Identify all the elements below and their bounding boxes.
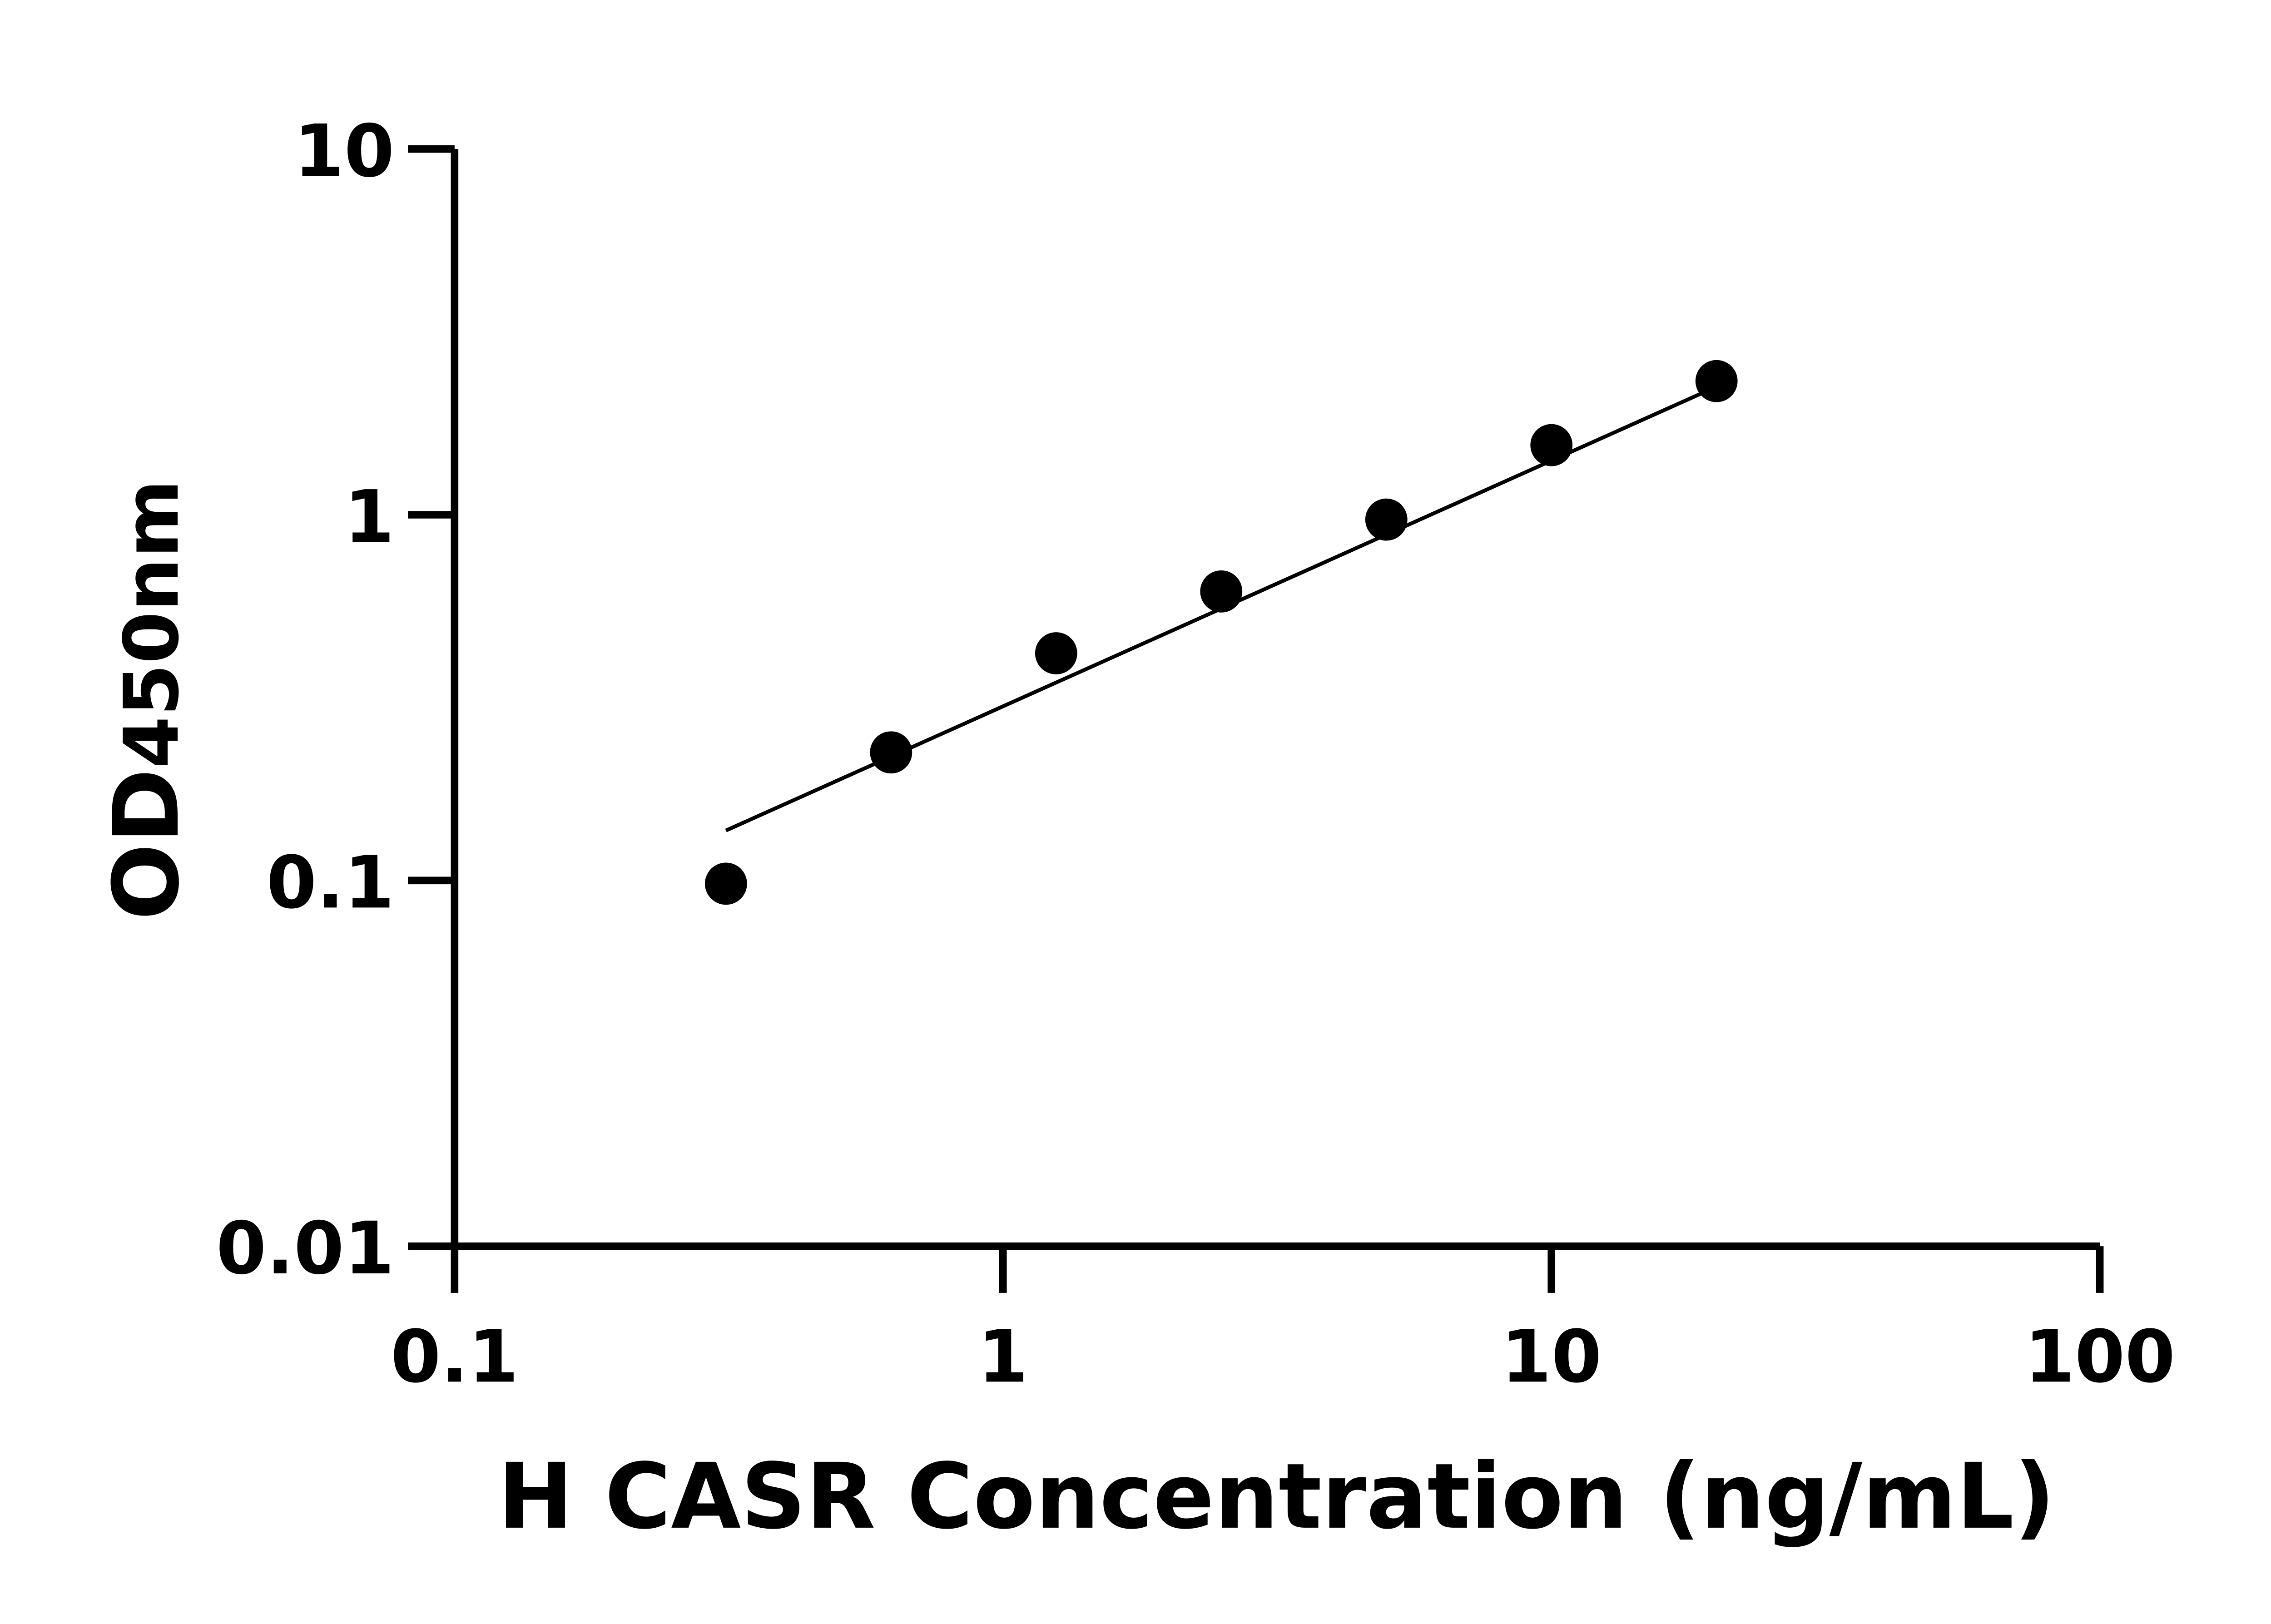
data-point — [1035, 632, 1077, 674]
x-axis-label: H CASR Concentration (ng/mL) — [498, 1444, 2055, 1549]
data-point — [1200, 570, 1243, 613]
axes: 0.1 1 10 100 0.01 0.1 1 10 — [216, 109, 2175, 1399]
x-tick-label: 0.1 — [391, 1314, 519, 1399]
y-tick-label: 0.1 — [267, 840, 395, 925]
y-axis-label-main: OD — [94, 768, 199, 920]
data-point — [870, 731, 912, 774]
x-tick-label: 10 — [1501, 1314, 1602, 1399]
marks — [704, 360, 1738, 905]
data-point — [1530, 424, 1573, 466]
data-point — [704, 862, 747, 905]
x-tick-label: 1 — [978, 1314, 1028, 1399]
y-tick-label: 0.01 — [216, 1206, 394, 1291]
y-tick-label: 10 — [294, 109, 394, 193]
y-axis-label-sub: 450nm — [108, 480, 196, 768]
x-tick-label: 100 — [2024, 1314, 2175, 1399]
data-point — [1365, 498, 1408, 541]
y-axis-label: OD450nm — [94, 480, 199, 921]
y-tick-label: 1 — [344, 475, 395, 559]
data-point — [1695, 360, 1738, 402]
